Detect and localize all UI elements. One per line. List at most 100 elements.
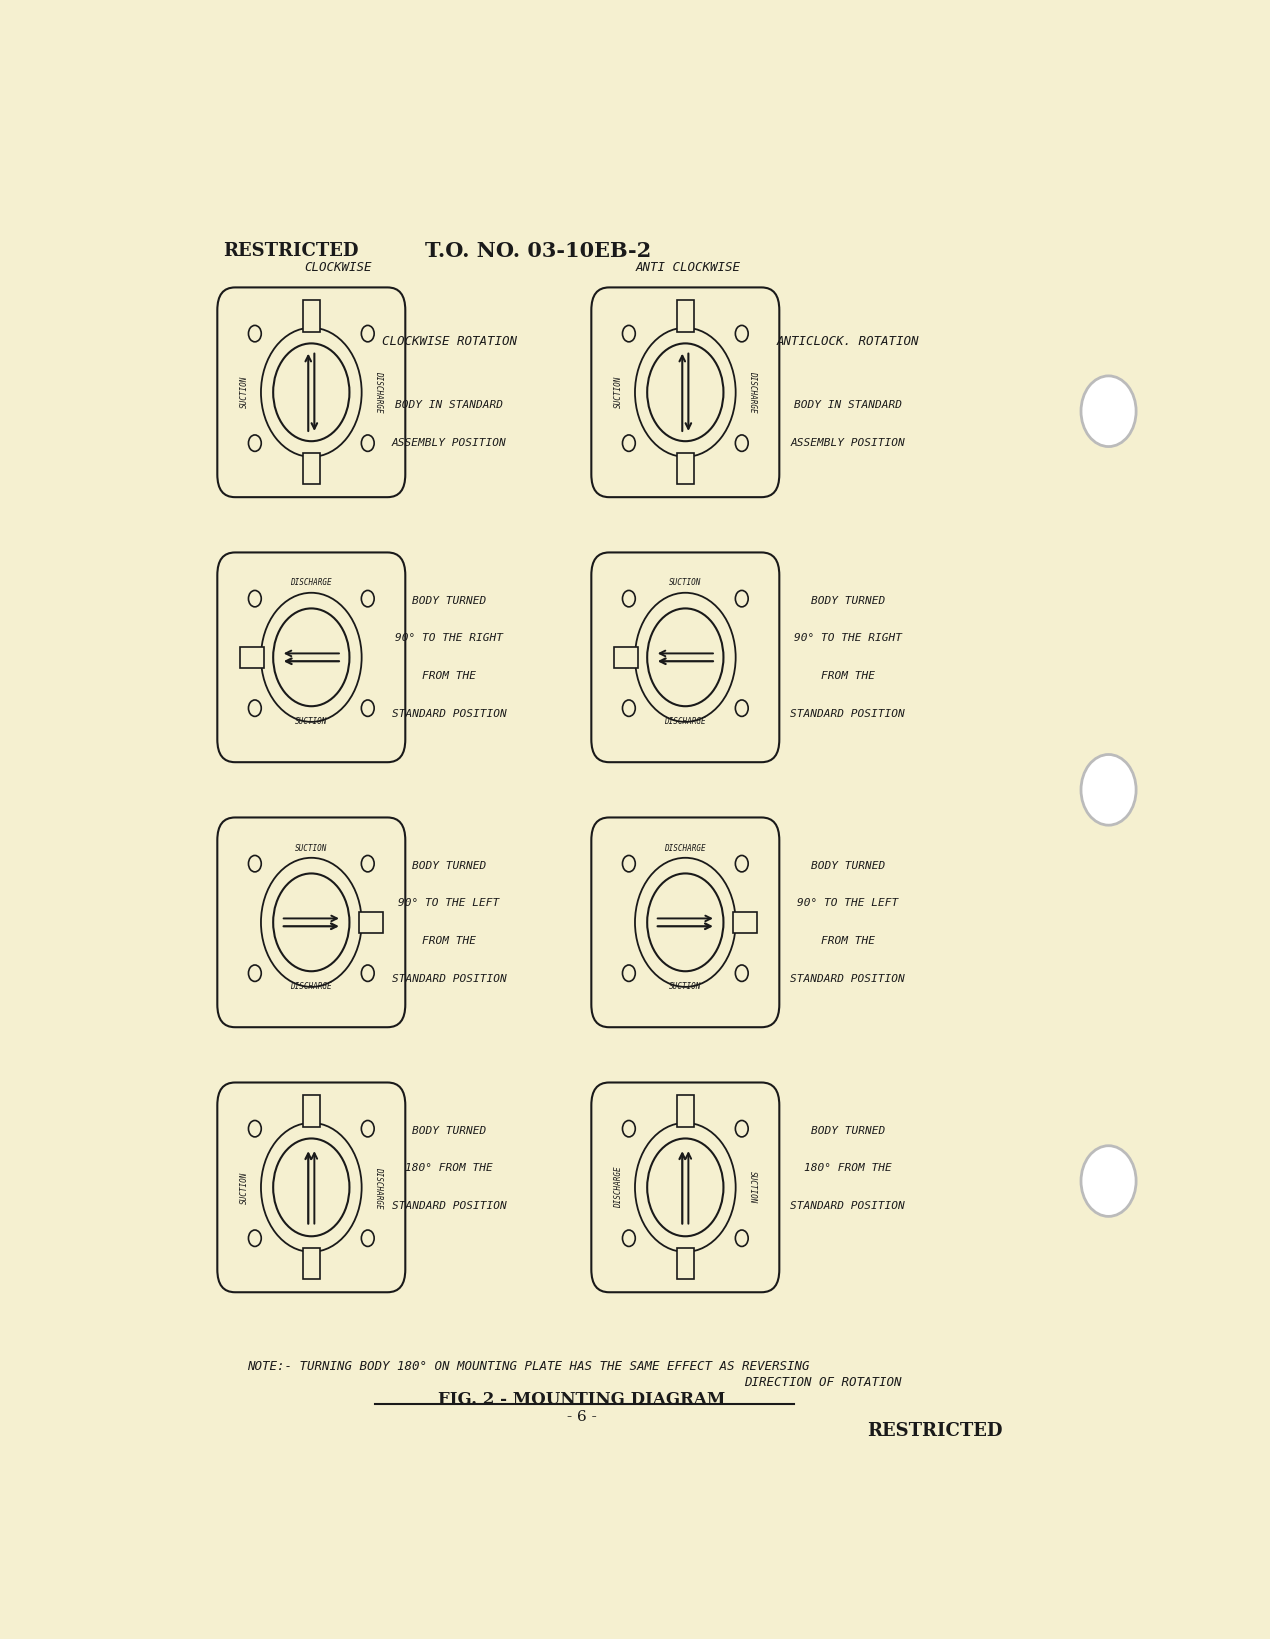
Circle shape <box>249 965 262 982</box>
Text: 90° TO THE RIGHT: 90° TO THE RIGHT <box>794 633 902 644</box>
Circle shape <box>273 874 349 972</box>
Text: BODY TURNED: BODY TURNED <box>411 1126 486 1136</box>
Circle shape <box>622 965 635 982</box>
Text: BODY TURNED: BODY TURNED <box>411 595 486 605</box>
Text: SUCTION: SUCTION <box>669 982 701 992</box>
Circle shape <box>362 856 375 872</box>
Text: DISCHARGE: DISCHARGE <box>291 982 333 992</box>
Bar <box>358 911 384 933</box>
Text: BODY TURNED: BODY TURNED <box>810 1126 885 1136</box>
Circle shape <box>273 608 349 706</box>
Circle shape <box>249 1229 262 1246</box>
Text: SUCTION: SUCTION <box>295 718 328 726</box>
Text: FROM THE: FROM THE <box>422 672 476 682</box>
Circle shape <box>622 1229 635 1246</box>
Bar <box>240 646 264 669</box>
Circle shape <box>362 965 375 982</box>
FancyBboxPatch shape <box>592 818 780 1028</box>
Bar <box>677 1095 693 1126</box>
Text: SUCTION: SUCTION <box>295 844 328 852</box>
Circle shape <box>1081 375 1137 446</box>
Bar <box>304 1249 320 1280</box>
Text: STANDARD POSITION: STANDARD POSITION <box>790 1201 906 1211</box>
FancyBboxPatch shape <box>592 552 780 762</box>
Text: SUCTION: SUCTION <box>240 375 249 408</box>
Circle shape <box>648 344 724 441</box>
Text: T.O. NO. 03-10EB-2: T.O. NO. 03-10EB-2 <box>424 241 650 261</box>
Circle shape <box>622 434 635 451</box>
Text: DIRECTION OF ROTATION: DIRECTION OF ROTATION <box>744 1377 902 1390</box>
Text: DISCHARGE: DISCHARGE <box>373 372 384 413</box>
Text: SUCTION: SUCTION <box>240 1172 249 1203</box>
Circle shape <box>735 965 748 982</box>
Circle shape <box>362 590 375 606</box>
Text: DISCHARGE: DISCHARGE <box>664 844 706 852</box>
Bar <box>613 646 638 669</box>
FancyBboxPatch shape <box>592 287 780 497</box>
Text: DISCHARGE: DISCHARGE <box>664 718 706 726</box>
Circle shape <box>249 1121 262 1137</box>
Text: STANDARD POSITION: STANDARD POSITION <box>391 710 507 720</box>
Text: BODY IN STANDARD: BODY IN STANDARD <box>395 400 503 410</box>
Circle shape <box>648 1139 724 1236</box>
Circle shape <box>1081 754 1137 824</box>
Text: ASSEMBLY POSITION: ASSEMBLY POSITION <box>790 438 906 447</box>
Text: BODY TURNED: BODY TURNED <box>411 860 486 870</box>
Text: STANDARD POSITION: STANDARD POSITION <box>790 710 906 720</box>
Bar <box>304 300 320 331</box>
Text: BODY IN STANDARD: BODY IN STANDARD <box>794 400 902 410</box>
Text: - 6 -: - 6 - <box>568 1410 597 1424</box>
Text: CLOCKWISE: CLOCKWISE <box>305 261 372 274</box>
Text: SUCTION: SUCTION <box>613 375 622 408</box>
FancyBboxPatch shape <box>592 1082 780 1292</box>
Text: 180° FROM THE: 180° FROM THE <box>405 1164 493 1174</box>
Text: ANTI CLOCKWISE: ANTI CLOCKWISE <box>636 261 742 274</box>
Text: FROM THE: FROM THE <box>820 672 875 682</box>
FancyBboxPatch shape <box>217 287 405 497</box>
Circle shape <box>362 700 375 716</box>
Text: SUCTION: SUCTION <box>748 1172 757 1203</box>
Circle shape <box>249 326 262 343</box>
Circle shape <box>622 856 635 872</box>
Text: NOTE:- TURNING BODY 180° ON MOUNTING PLATE HAS THE SAME EFFECT AS REVERSING: NOTE:- TURNING BODY 180° ON MOUNTING PLA… <box>248 1360 810 1373</box>
Text: CLOCKWISE ROTATION: CLOCKWISE ROTATION <box>381 336 517 349</box>
Text: FROM THE: FROM THE <box>820 936 875 946</box>
Circle shape <box>622 326 635 343</box>
Circle shape <box>362 1229 375 1246</box>
Circle shape <box>735 434 748 451</box>
Circle shape <box>735 700 748 716</box>
Text: DISCHARGE: DISCHARGE <box>373 1167 384 1208</box>
Bar <box>733 911 757 933</box>
Text: STANDARD POSITION: STANDARD POSITION <box>391 1201 507 1211</box>
Text: DISCHARGE: DISCHARGE <box>748 372 757 413</box>
Circle shape <box>635 857 735 987</box>
FancyBboxPatch shape <box>217 552 405 762</box>
Circle shape <box>648 874 724 972</box>
Bar <box>677 452 693 485</box>
Text: 90° TO THE RIGHT: 90° TO THE RIGHT <box>395 633 503 644</box>
Circle shape <box>362 1121 375 1137</box>
Text: STANDARD POSITION: STANDARD POSITION <box>790 974 906 983</box>
Text: 90° TO THE LEFT: 90° TO THE LEFT <box>399 898 499 908</box>
Circle shape <box>249 434 262 451</box>
Circle shape <box>635 593 735 721</box>
Circle shape <box>622 1121 635 1137</box>
Circle shape <box>362 326 375 343</box>
Bar <box>677 1249 693 1280</box>
Text: DISCHARGE: DISCHARGE <box>613 1167 622 1208</box>
Bar <box>677 300 693 331</box>
Circle shape <box>622 700 635 716</box>
Circle shape <box>648 608 724 706</box>
Circle shape <box>249 700 262 716</box>
Circle shape <box>260 1123 362 1252</box>
Text: ASSEMBLY POSITION: ASSEMBLY POSITION <box>391 438 507 447</box>
Text: STANDARD POSITION: STANDARD POSITION <box>391 974 507 983</box>
Circle shape <box>735 326 748 343</box>
Text: BODY TURNED: BODY TURNED <box>810 860 885 870</box>
Text: 90° TO THE LEFT: 90° TO THE LEFT <box>798 898 898 908</box>
Bar <box>304 452 320 485</box>
FancyBboxPatch shape <box>217 818 405 1028</box>
FancyBboxPatch shape <box>217 1082 405 1292</box>
Text: BODY TURNED: BODY TURNED <box>810 595 885 605</box>
Circle shape <box>260 857 362 987</box>
